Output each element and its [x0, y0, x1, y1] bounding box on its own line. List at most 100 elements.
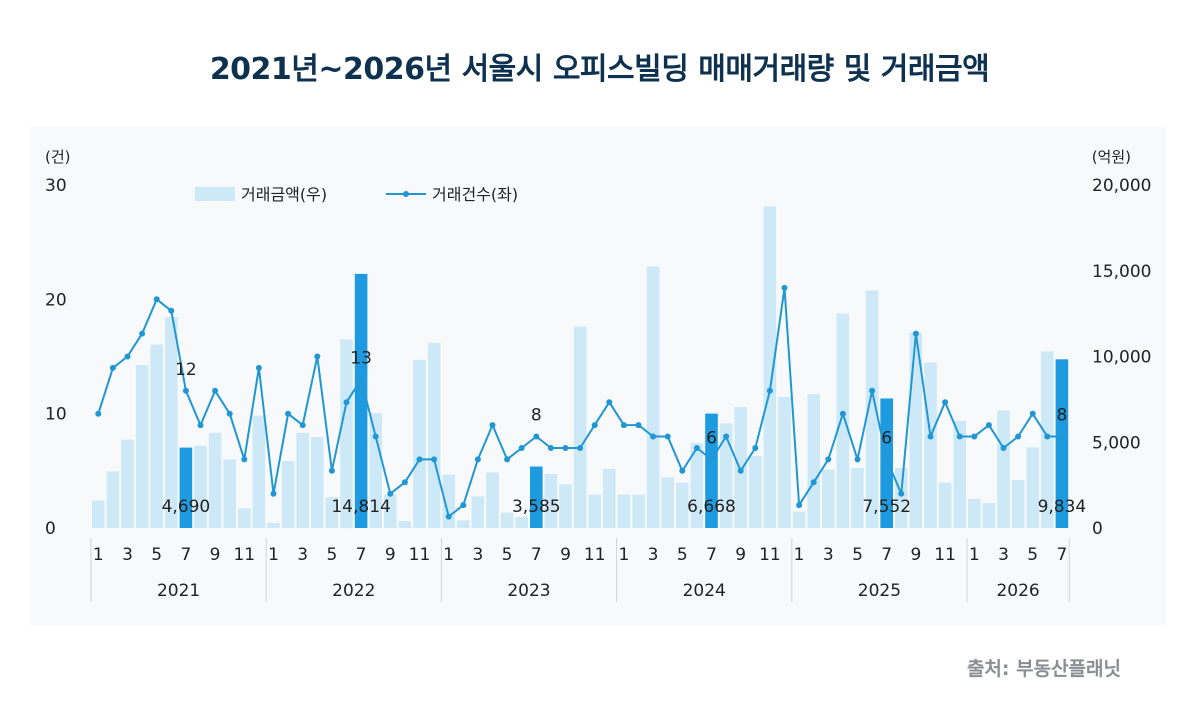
bar-2024-1 [617, 494, 631, 528]
bar-2024-8 [719, 423, 733, 528]
bar-2021-12 [252, 415, 266, 528]
count-point-2023-10 [577, 445, 584, 451]
count-point-2023-7 [533, 433, 540, 440]
chart-panel [30, 127, 1166, 625]
x-tick-label: 7 [706, 545, 717, 565]
bar-2025-4 [836, 313, 850, 528]
bar-2022-11 [413, 359, 426, 528]
right-tick-label: 20,000 [1092, 176, 1151, 196]
bar-series-amount [92, 206, 1069, 529]
count-point-2023-11 [591, 422, 598, 429]
count-point-2022-5 [328, 467, 335, 474]
x-tick-label: 3 [122, 545, 133, 565]
count-point-2026-2 [985, 422, 992, 429]
count-label-2023: 8 [531, 406, 542, 426]
bar-2021-1 [92, 500, 105, 528]
count-point-2023-5 [504, 456, 511, 463]
bar-2024-10 [749, 456, 762, 528]
x-tick-label: 1 [268, 545, 279, 565]
year-label: 2024 [683, 581, 726, 601]
bar-2025-11 [938, 482, 952, 528]
count-point-2023-2 [460, 502, 467, 509]
count-point-2022-11 [416, 456, 423, 463]
bar-2021-3 [121, 439, 134, 528]
bar-2023-10 [573, 326, 587, 528]
line-series-count [95, 284, 1065, 520]
count-label-2026: 8 [1056, 406, 1067, 426]
bar-2022-3 [296, 432, 309, 528]
bar-2026-7 [1055, 359, 1069, 528]
count-point-2024-4 [664, 433, 671, 440]
year-label: 2026 [996, 581, 1039, 601]
bar-2022-10 [398, 521, 412, 528]
left-axis-unit: (건) [45, 148, 71, 166]
amount-label-2026: 9,834 [1038, 497, 1087, 517]
x-tick-label: 5 [502, 545, 513, 565]
x-tick-label: 11 [233, 545, 255, 565]
count-point-2021-10 [226, 410, 233, 417]
count-label-2024: 6 [706, 428, 717, 448]
bar-2024-6 [690, 443, 704, 528]
count-point-2026-4 [1015, 433, 1022, 440]
bar-2021-7 [179, 447, 193, 528]
right-tick-label: 0 [1092, 519, 1103, 539]
count-point-2021-1 [95, 410, 102, 417]
x-tick-label: 7 [180, 545, 191, 565]
x-tick-label: 1 [794, 545, 805, 565]
count-point-2026-3 [1000, 445, 1007, 451]
x-tick-label: 9 [735, 545, 746, 565]
count-point-2023-9 [562, 445, 569, 451]
count-point-2021-3 [124, 353, 131, 360]
count-point-2023-3 [474, 456, 481, 463]
right-tick-label: 10,000 [1092, 348, 1151, 368]
count-point-2025-5 [854, 456, 861, 463]
year-label: 2025 [858, 581, 901, 601]
count-point-2024-8 [723, 433, 730, 440]
count-point-2025-3 [825, 456, 832, 463]
bar-2022-1 [267, 522, 280, 528]
left-tick-label: 0 [45, 519, 56, 539]
bar-2021-11 [238, 508, 251, 528]
bar-2023-8 [544, 474, 558, 528]
annotations: 4,690 12 14,814 13 3,585 8 6,668 6 7,552 6 9,834 8 [162, 348, 1087, 517]
bar-2025-3 [822, 469, 835, 528]
count-point-2021-7 [182, 387, 189, 394]
count-point-2025-2 [810, 479, 817, 486]
bar-2022-6 [340, 339, 353, 529]
count-point-2023-12 [606, 399, 613, 406]
bar-2025-2 [807, 394, 820, 528]
bar-2026-2 [982, 503, 996, 528]
x-tick-label: 3 [823, 545, 834, 565]
x-tick-label: 1 [618, 545, 629, 565]
bar-2023-6 [515, 516, 528, 528]
count-point-2022-1 [270, 490, 277, 497]
count-label-2021: 12 [175, 360, 197, 380]
count-point-2024-12 [781, 284, 788, 291]
bar-2026-6 [1041, 351, 1054, 528]
count-point-2024-10 [752, 445, 759, 451]
amount-label-2024: 6,668 [687, 497, 736, 517]
left-tick-label: 20 [45, 290, 67, 310]
left-tick-label: 30 [45, 176, 67, 196]
right-axis-unit: (억원) [1092, 148, 1131, 166]
bar-2022-9 [384, 494, 397, 528]
amount-label-2021: 4,690 [162, 497, 211, 517]
source-note: 출처: 부동산플래닛 [966, 658, 1121, 680]
bar-2021-2 [106, 471, 120, 528]
bar-2024-9 [734, 407, 747, 528]
bar-2025-5 [851, 468, 864, 528]
x-tick-label: 7 [356, 545, 367, 565]
x-tick-label: 3 [998, 545, 1009, 565]
count-point-2024-9 [737, 467, 744, 474]
count-point-2025-7 [883, 456, 890, 463]
count-point-2022-10 [401, 479, 408, 486]
x-tick-label: 5 [326, 545, 337, 565]
x-tick-label: 5 [852, 545, 863, 565]
x-tick-label: 9 [210, 545, 221, 565]
count-point-2024-11 [766, 387, 773, 394]
count-point-2024-3 [650, 433, 657, 440]
bar-2023-2 [457, 520, 470, 528]
x-tick-label: 3 [297, 545, 308, 565]
count-point-2023-6 [518, 445, 525, 451]
count-point-2025-9 [912, 330, 919, 337]
